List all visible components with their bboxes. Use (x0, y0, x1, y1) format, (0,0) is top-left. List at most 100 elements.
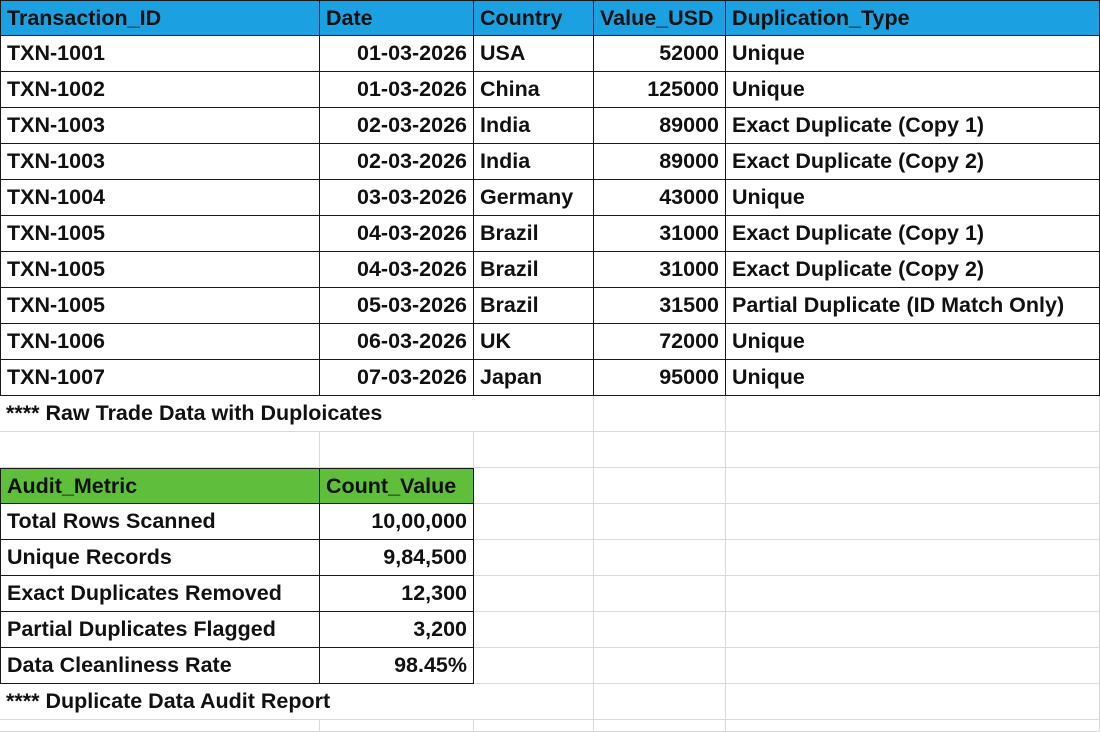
raw-data-cell[interactable]: 95000 (594, 360, 726, 396)
raw-data-cell[interactable]: 89000 (594, 144, 726, 180)
raw-data-cell[interactable]: Unique (726, 36, 1100, 72)
raw-data-cell[interactable]: Brazil (474, 252, 594, 288)
empty-cell[interactable] (474, 432, 594, 468)
empty-cell[interactable] (474, 612, 594, 648)
audit-header-cell[interactable]: Audit_Metric (0, 468, 320, 504)
audit-value-cell[interactable]: 10,00,000 (320, 504, 474, 540)
raw-data-cell[interactable]: Unique (726, 360, 1100, 396)
empty-cell[interactable] (594, 468, 726, 504)
raw-data-cell[interactable]: Brazil (474, 216, 594, 252)
empty-cell[interactable] (726, 432, 1100, 468)
audit-header-cell[interactable]: Count_Value (320, 468, 474, 504)
raw-data-cell[interactable]: 04-03-2026 (320, 252, 474, 288)
raw-data-cell[interactable]: 31500 (594, 288, 726, 324)
raw-data-cell[interactable]: TXN-1003 (0, 144, 320, 180)
raw-data-cell[interactable]: 02-03-2026 (320, 144, 474, 180)
empty-cell[interactable] (474, 720, 594, 732)
raw-data-cell[interactable]: Unique (726, 72, 1100, 108)
raw-data-cell[interactable]: USA (474, 36, 594, 72)
raw-data-cell[interactable]: 52000 (594, 36, 726, 72)
raw-data-cell[interactable]: 02-03-2026 (320, 108, 474, 144)
empty-cell[interactable] (474, 648, 594, 684)
raw-data-cell[interactable]: 43000 (594, 180, 726, 216)
empty-cell[interactable] (594, 432, 726, 468)
raw-data-cell[interactable]: 03-03-2026 (320, 180, 474, 216)
raw-header-cell[interactable]: Duplication_Type (726, 0, 1100, 36)
raw-data-cell[interactable]: Brazil (474, 288, 594, 324)
empty-cell[interactable] (726, 396, 1100, 432)
raw-data-cell[interactable]: TXN-1007 (0, 360, 320, 396)
raw-data-cell[interactable]: Unique (726, 180, 1100, 216)
empty-cell[interactable] (474, 468, 594, 504)
empty-cell[interactable] (474, 540, 594, 576)
empty-cell[interactable] (594, 504, 726, 540)
empty-cell[interactable] (0, 720, 320, 732)
audit-metric-cell[interactable]: Total Rows Scanned (0, 504, 320, 540)
raw-data-cell[interactable]: 06-03-2026 (320, 324, 474, 360)
audit-table-note[interactable]: **** Duplicate Data Audit Report (0, 684, 474, 720)
audit-metric-cell[interactable]: Data Cleanliness Rate (0, 648, 320, 684)
raw-data-cell[interactable]: Germany (474, 180, 594, 216)
empty-cell[interactable] (726, 504, 1100, 540)
audit-metric-cell[interactable]: Partial Duplicates Flagged (0, 612, 320, 648)
raw-header-cell[interactable]: Transaction_ID (0, 0, 320, 36)
empty-cell[interactable] (726, 612, 1100, 648)
empty-cell[interactable] (726, 468, 1100, 504)
raw-table-note[interactable]: **** Raw Trade Data with Duploicates (0, 396, 474, 432)
raw-data-cell[interactable]: 89000 (594, 108, 726, 144)
raw-data-cell[interactable]: UK (474, 324, 594, 360)
raw-data-cell[interactable]: TXN-1005 (0, 252, 320, 288)
empty-cell[interactable] (594, 540, 726, 576)
raw-data-cell[interactable]: TXN-1002 (0, 72, 320, 108)
raw-data-cell[interactable]: 01-03-2026 (320, 72, 474, 108)
empty-cell[interactable] (320, 432, 474, 468)
raw-data-cell[interactable]: Partial Duplicate (ID Match Only) (726, 288, 1100, 324)
raw-data-cell[interactable]: China (474, 72, 594, 108)
audit-metric-cell[interactable]: Exact Duplicates Removed (0, 576, 320, 612)
raw-data-cell[interactable]: TXN-1005 (0, 288, 320, 324)
empty-cell[interactable] (726, 720, 1100, 732)
empty-cell[interactable] (594, 576, 726, 612)
audit-metric-cell[interactable]: Unique Records (0, 540, 320, 576)
empty-cell[interactable] (474, 396, 594, 432)
empty-cell[interactable] (474, 684, 594, 720)
raw-data-cell[interactable]: TXN-1004 (0, 180, 320, 216)
raw-data-cell[interactable]: Unique (726, 324, 1100, 360)
empty-cell[interactable] (594, 612, 726, 648)
raw-data-cell[interactable]: Exact Duplicate (Copy 2) (726, 252, 1100, 288)
raw-data-cell[interactable]: India (474, 144, 594, 180)
raw-data-cell[interactable]: Japan (474, 360, 594, 396)
empty-cell[interactable] (726, 540, 1100, 576)
raw-data-cell[interactable]: 31000 (594, 216, 726, 252)
empty-cell[interactable] (726, 648, 1100, 684)
empty-cell[interactable] (594, 396, 726, 432)
empty-cell[interactable] (594, 720, 726, 732)
empty-cell[interactable] (320, 720, 474, 732)
raw-data-cell[interactable]: 31000 (594, 252, 726, 288)
raw-data-cell[interactable]: 04-03-2026 (320, 216, 474, 252)
raw-data-cell[interactable]: 05-03-2026 (320, 288, 474, 324)
raw-data-cell[interactable]: TXN-1003 (0, 108, 320, 144)
raw-header-cell[interactable]: Country (474, 0, 594, 36)
raw-data-cell[interactable]: 72000 (594, 324, 726, 360)
raw-data-cell[interactable]: Exact Duplicate (Copy 2) (726, 144, 1100, 180)
empty-cell[interactable] (726, 684, 1100, 720)
audit-value-cell[interactable]: 9,84,500 (320, 540, 474, 576)
raw-header-cell[interactable]: Value_USD (594, 0, 726, 36)
audit-value-cell[interactable]: 12,300 (320, 576, 474, 612)
empty-cell[interactable] (594, 684, 726, 720)
raw-data-cell[interactable]: TXN-1001 (0, 36, 320, 72)
empty-cell[interactable] (474, 576, 594, 612)
empty-cell[interactable] (0, 432, 320, 468)
empty-cell[interactable] (474, 504, 594, 540)
raw-data-cell[interactable]: Exact Duplicate (Copy 1) (726, 108, 1100, 144)
audit-value-cell[interactable]: 3,200 (320, 612, 474, 648)
audit-value-cell[interactable]: 98.45% (320, 648, 474, 684)
raw-data-cell[interactable]: 01-03-2026 (320, 36, 474, 72)
raw-data-cell[interactable]: Exact Duplicate (Copy 1) (726, 216, 1100, 252)
empty-cell[interactable] (726, 576, 1100, 612)
raw-data-cell[interactable]: TXN-1005 (0, 216, 320, 252)
raw-data-cell[interactable]: 125000 (594, 72, 726, 108)
raw-data-cell[interactable]: 07-03-2026 (320, 360, 474, 396)
empty-cell[interactable] (594, 648, 726, 684)
